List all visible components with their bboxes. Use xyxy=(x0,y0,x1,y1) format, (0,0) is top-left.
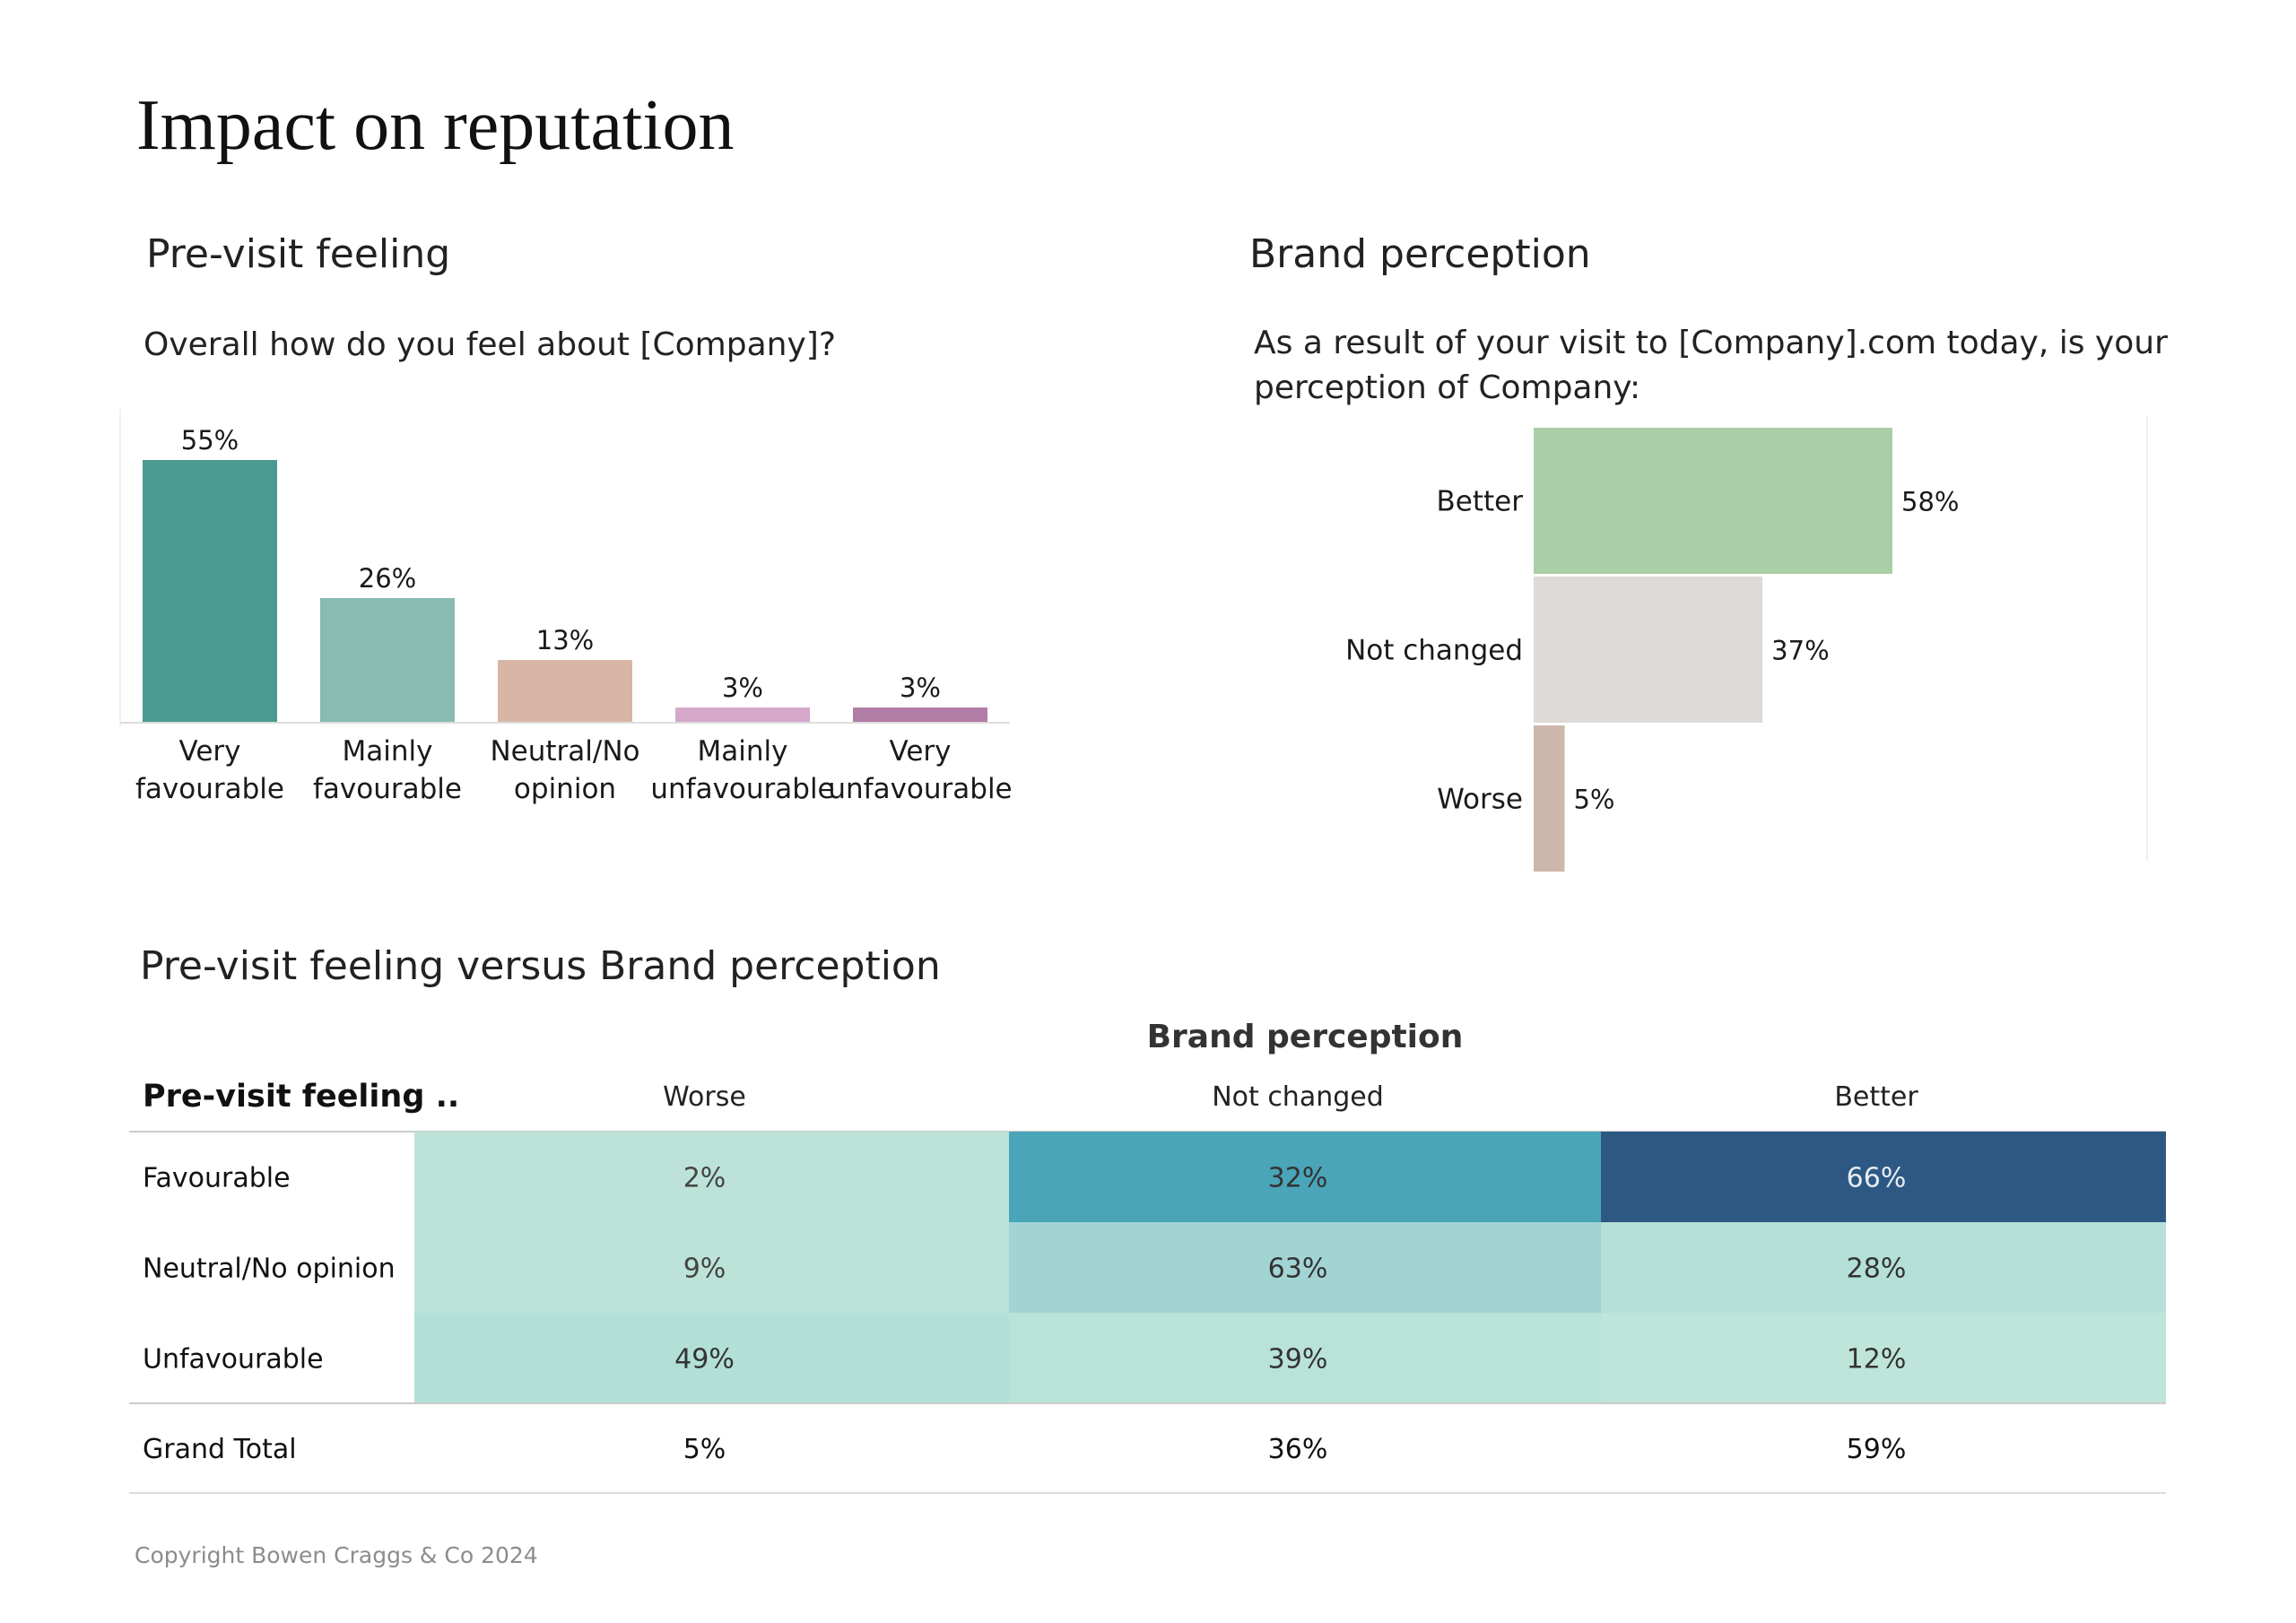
category-tick-label: Worse xyxy=(1437,784,1523,816)
bar-data-label: 58% xyxy=(1901,487,1959,517)
row-label: Favourable xyxy=(143,1163,291,1194)
heatmap-cell xyxy=(1009,1222,1601,1313)
column-header: Worse xyxy=(663,1081,746,1113)
brand-question-line1: As a result of your visit to [Company].c… xyxy=(1254,325,2168,361)
bar xyxy=(143,460,277,722)
copyright-text: Copyright Bowen Craggs & Co 2024 xyxy=(135,1542,538,1568)
category-tick-label: Better xyxy=(1437,486,1524,518)
bar xyxy=(1534,725,1565,872)
row-header-label: Pre-visit feeling .. xyxy=(143,1079,459,1115)
heatmap-cell xyxy=(414,1313,1009,1403)
heatmap-cell-label: 2% xyxy=(683,1163,726,1194)
category-tick-label: favourable xyxy=(135,773,284,805)
bar-data-label: 26% xyxy=(359,563,416,594)
heatmap-cell-label: 66% xyxy=(1847,1163,1907,1194)
heatmap-cell-label: 63% xyxy=(1268,1254,1328,1285)
bar xyxy=(853,707,987,722)
versus-section-title: Pre-visit feeling versus Brand perceptio… xyxy=(140,943,941,989)
heatmap-cell-label: 32% xyxy=(1268,1163,1328,1194)
bar xyxy=(320,597,455,722)
heatmap-cell-label: 9% xyxy=(683,1254,726,1285)
heatmap-cell xyxy=(414,1132,1009,1222)
pre-visit-bar-chart: 55% Very favourable 26% Mainly favourable 13% N… xyxy=(119,409,1013,805)
heatmap-cell-label: 28% xyxy=(1847,1254,1907,1285)
bar-data-label: 5% xyxy=(1573,785,1614,815)
heatmap-cell xyxy=(1601,1222,2166,1313)
heatmap-cell-label: 39% xyxy=(1268,1344,1328,1376)
category-tick-label: unfavourable xyxy=(650,773,834,805)
column-header: Not changed xyxy=(1212,1081,1384,1113)
heatmap-cell xyxy=(414,1222,1009,1313)
category-tick-label: Very xyxy=(890,735,952,768)
bar xyxy=(498,659,632,722)
column-header: Better xyxy=(1834,1081,1918,1113)
bar-data-label: 55% xyxy=(181,425,239,456)
bar xyxy=(1534,577,1763,723)
category-tick-label: Mainly xyxy=(343,735,433,768)
category-tick-label: Neutral/No xyxy=(490,735,639,768)
bar-data-label: 13% xyxy=(536,625,594,655)
versus-heatmap-table: Brand perception Pre-visit feeling .. Wors… xyxy=(129,1019,2166,1494)
bar xyxy=(675,707,810,722)
brand-question: As a result of your visit to [Company].c… xyxy=(1254,321,2168,411)
page-title: Impact on reputation xyxy=(136,86,735,165)
pre-visit-section-title: Pre-visit feeling xyxy=(146,231,451,277)
heatmap-cell-label: 12% xyxy=(1847,1344,1907,1376)
heatmap-cell xyxy=(1009,1313,1601,1403)
bar-data-label: 37% xyxy=(1771,636,1829,666)
category-tick-label: opinion xyxy=(514,773,616,805)
row-label: Neutral/No opinion xyxy=(143,1254,396,1285)
grand-total-value: 5% xyxy=(683,1434,726,1465)
heatmap-cell xyxy=(1601,1132,2166,1222)
category-tick-label: unfavourable xyxy=(828,773,1012,805)
bar xyxy=(1534,428,1892,574)
heatmap-cell xyxy=(1601,1313,2166,1403)
brand-question-line2: perception of Company: xyxy=(1254,369,1641,406)
column-group-header: Brand perception xyxy=(1147,1019,1464,1055)
brand-perception-bar-chart: Better 58% Not changed 37% Worse 5% xyxy=(1345,417,2148,872)
category-tick-label: Mainly xyxy=(698,735,788,768)
row-label: Unfavourable xyxy=(143,1344,324,1376)
category-tick-label: favourable xyxy=(313,773,462,805)
brand-section-title: Brand perception xyxy=(1249,231,1591,277)
grand-total-value: 36% xyxy=(1268,1434,1328,1465)
pre-visit-question: Overall how do you feel about [Company]? xyxy=(144,326,836,363)
grand-total-label: Grand Total xyxy=(143,1434,297,1465)
category-tick-label: Not changed xyxy=(1345,635,1523,667)
heatmap-cell-label: 49% xyxy=(674,1344,735,1376)
grand-total-value: 59% xyxy=(1847,1434,1907,1465)
heatmap-cell xyxy=(1009,1132,1601,1222)
category-tick-label: Very xyxy=(179,735,241,768)
bar-data-label: 3% xyxy=(722,673,763,703)
bar-data-label: 3% xyxy=(900,673,941,703)
